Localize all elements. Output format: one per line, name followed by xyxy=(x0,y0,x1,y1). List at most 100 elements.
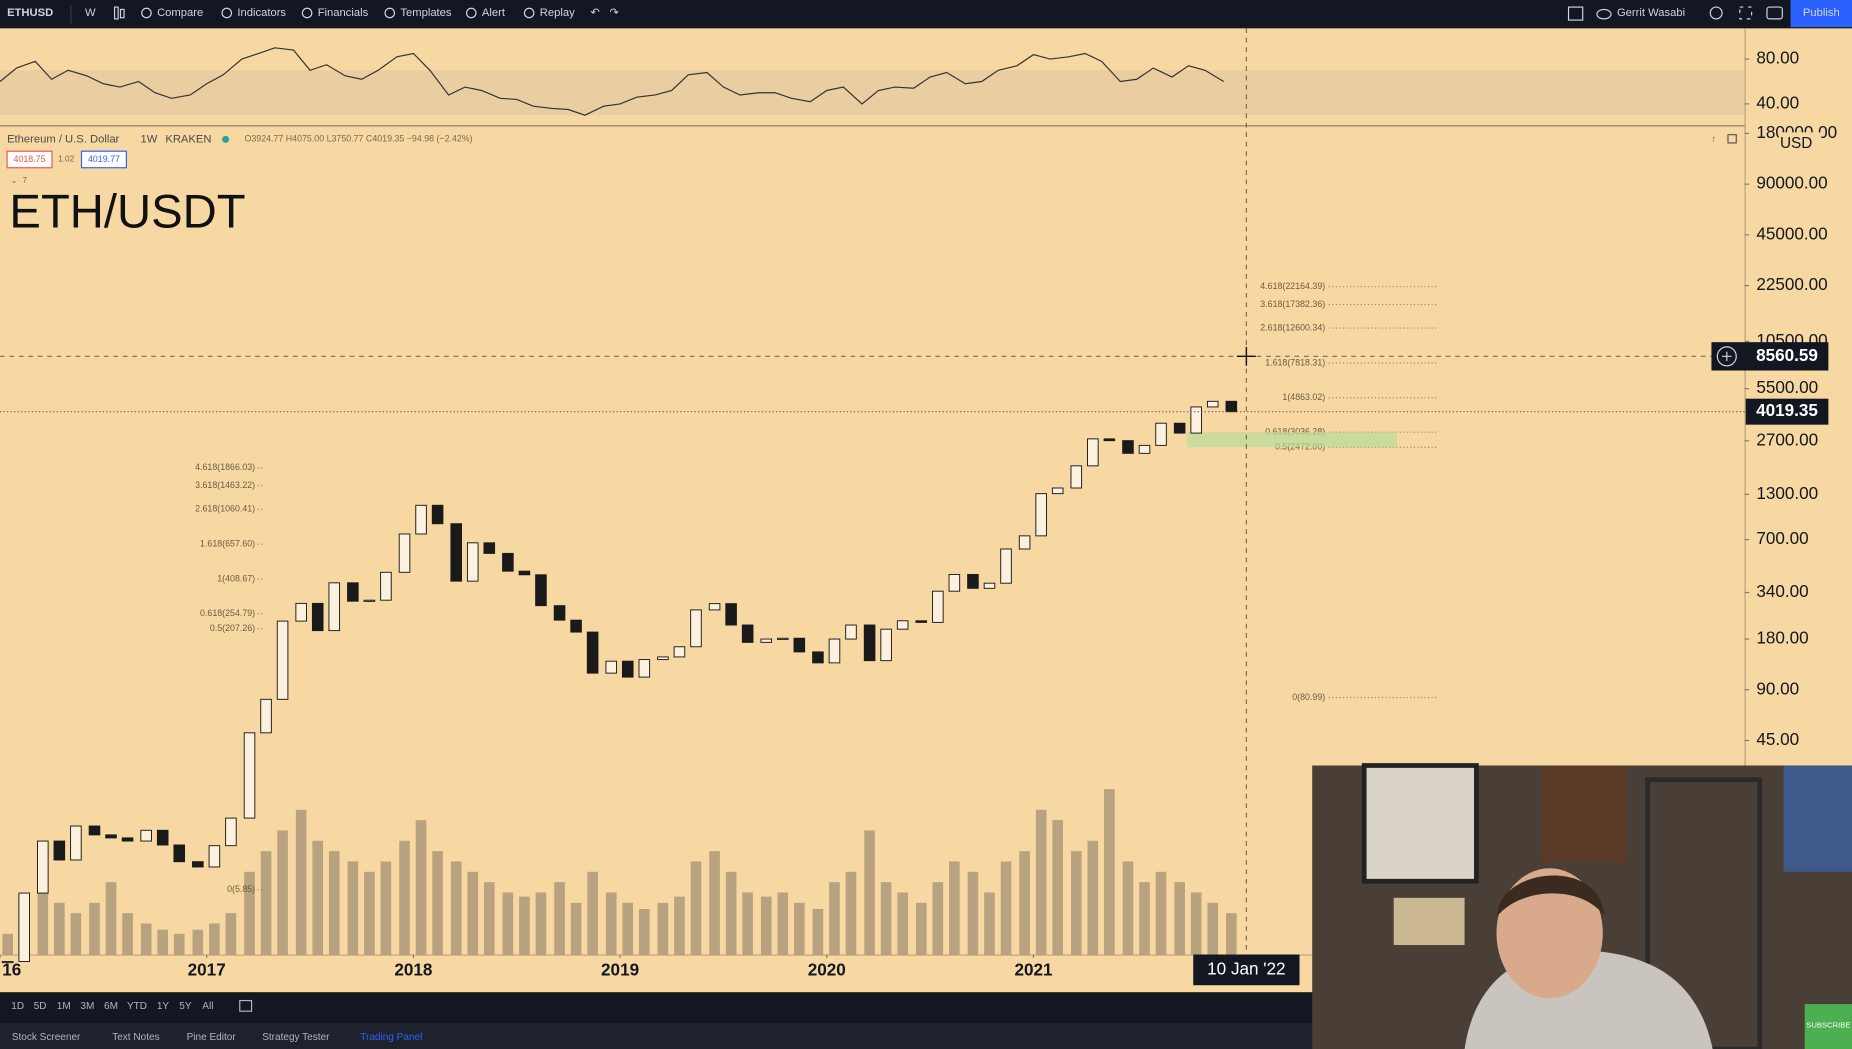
timeframe[interactable]: 6M xyxy=(104,1001,118,1012)
timeframe[interactable]: YTD xyxy=(127,1001,147,1012)
candle xyxy=(725,603,737,626)
timeframe[interactable]: All xyxy=(202,1001,213,1012)
volume-bar xyxy=(467,871,479,955)
top-toolbar xyxy=(0,0,1852,29)
toolbar-item[interactable]: Financials xyxy=(318,7,369,19)
fib-label: 3.618(17382.36) xyxy=(1260,299,1325,309)
candle xyxy=(208,845,221,868)
fib-label: 0.618(254.79) xyxy=(200,608,255,618)
volume-bar xyxy=(244,871,255,955)
interval[interactable]: W xyxy=(85,7,96,19)
volume-bar xyxy=(415,820,427,955)
volume-bar xyxy=(260,851,272,955)
volume-bar xyxy=(328,851,340,955)
volume-bar xyxy=(399,840,410,955)
candle xyxy=(363,599,376,602)
collapsed-count[interactable]: 7 xyxy=(22,176,27,185)
arrow-icon[interactable]: ↑ xyxy=(1711,134,1716,145)
tab[interactable]: Strategy Tester xyxy=(262,1032,330,1043)
volume-bar xyxy=(89,902,100,955)
subscribe-label[interactable]: SUBSCRIBE xyxy=(1806,1020,1850,1029)
sell-button[interactable] xyxy=(6,150,53,169)
volume-bar xyxy=(173,933,185,955)
toolbar-icon xyxy=(465,7,477,19)
toolbar-item[interactable]: Templates xyxy=(400,7,452,19)
legend-interval: 1W xyxy=(141,133,158,145)
bid[interactable]: 4018.75 xyxy=(14,154,46,164)
candle xyxy=(793,637,806,653)
timeframe[interactable]: 5D xyxy=(34,1001,47,1012)
undo[interactable]: ↶ xyxy=(591,7,600,19)
candle xyxy=(70,825,82,861)
candle xyxy=(415,504,427,535)
settings-icon[interactable] xyxy=(1709,6,1723,20)
fib-label: 0(80.99) xyxy=(1292,692,1325,702)
volume-bar xyxy=(657,902,669,955)
y-tick-label: 340.00 xyxy=(1756,582,1808,601)
snapshot-icon[interactable] xyxy=(1766,6,1783,20)
volume-bar xyxy=(483,882,495,955)
candle xyxy=(105,834,117,839)
volume-bar xyxy=(1070,851,1082,955)
candle xyxy=(398,533,411,573)
collapsed-indicators[interactable]: ⌄ xyxy=(11,176,18,185)
volume-bar xyxy=(587,871,598,955)
user-name[interactable]: Gerrit Wasabi xyxy=(1617,7,1685,19)
candle xyxy=(535,574,547,607)
candle xyxy=(502,552,514,572)
cursor xyxy=(1236,346,1256,366)
date-range-icon[interactable] xyxy=(239,999,253,1012)
volume-bar xyxy=(70,913,82,955)
toolbar-item[interactable]: Alert xyxy=(482,7,506,19)
volume-bar xyxy=(1052,820,1064,955)
toolbar-item[interactable]: Compare xyxy=(157,7,203,19)
rsi-tick-label: 80.00 xyxy=(1756,49,1799,68)
candle xyxy=(88,825,101,836)
subscribe-badge[interactable] xyxy=(1804,1004,1852,1049)
tab[interactable]: Trading Panel xyxy=(360,1032,422,1043)
toolbar-item[interactable]: Replay xyxy=(540,7,575,19)
rsi-tick-label: 40.00 xyxy=(1756,93,1799,112)
toolbar-icon xyxy=(141,7,152,19)
candle xyxy=(570,619,582,633)
candle xyxy=(915,620,928,623)
candle xyxy=(638,659,651,678)
x-tick-label: 2019 xyxy=(601,961,639,980)
fib-label: 4.618(1866.03) xyxy=(195,462,255,472)
candle xyxy=(760,638,773,643)
candle xyxy=(1173,422,1186,434)
buy-button[interactable] xyxy=(80,150,127,169)
timeframe[interactable]: 3M xyxy=(80,1001,94,1012)
chart-type-icon[interactable] xyxy=(113,6,119,20)
layout-icon[interactable] xyxy=(1567,6,1584,21)
symbol[interactable]: ETHUSD xyxy=(7,7,53,19)
candle xyxy=(1018,535,1031,550)
toolbar-icon xyxy=(523,7,535,19)
timeframe[interactable]: 1D xyxy=(11,1001,24,1012)
volume-bar xyxy=(122,913,133,955)
publish-button[interactable] xyxy=(1790,0,1852,28)
y-tick-label: 90000.00 xyxy=(1756,174,1827,193)
timeframe[interactable]: 5Y xyxy=(179,1001,192,1012)
add-alert-icon[interactable] xyxy=(1716,346,1737,367)
maximize-icon[interactable] xyxy=(1727,134,1737,144)
market-status xyxy=(222,135,230,143)
tab[interactable]: Stock Screener xyxy=(12,1032,81,1043)
volume-bar xyxy=(105,882,117,955)
volume-bar xyxy=(864,830,875,955)
candle xyxy=(948,573,961,592)
candle xyxy=(1122,440,1134,454)
fullscreen-icon[interactable] xyxy=(1739,6,1753,20)
candle xyxy=(708,603,721,611)
timeframe[interactable]: 1M xyxy=(57,1001,71,1012)
volume-bar xyxy=(1207,902,1219,955)
tab[interactable]: Pine Editor xyxy=(187,1032,237,1043)
timeframe[interactable]: 1Y xyxy=(157,1001,170,1012)
toolbar-item[interactable]: Indicators xyxy=(237,7,286,19)
spread: 1.02 xyxy=(58,155,74,164)
currency[interactable]: USD xyxy=(1780,135,1812,152)
ask[interactable]: 4019.77 xyxy=(88,154,120,164)
publish-label[interactable]: Publish xyxy=(1803,7,1840,19)
tab[interactable]: Text Notes xyxy=(112,1032,159,1043)
